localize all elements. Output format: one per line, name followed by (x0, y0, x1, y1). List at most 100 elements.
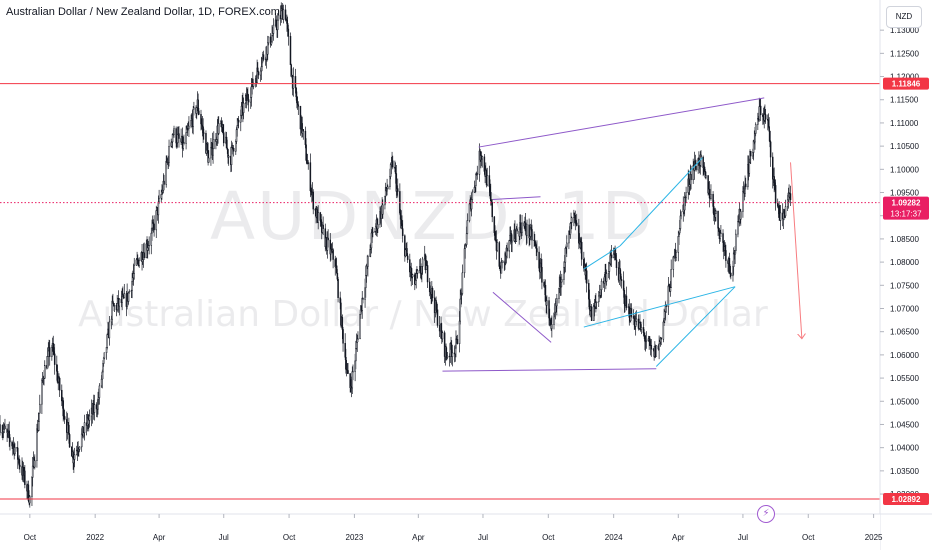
candle-body (95, 404, 98, 410)
drawing-arrow[interactable] (790, 162, 802, 338)
candle-body (610, 254, 613, 259)
candle-body (669, 287, 672, 292)
time-tick-label: 2023 (346, 533, 364, 542)
candle-body (200, 114, 202, 125)
candle-body (538, 251, 540, 269)
candle-body (116, 303, 118, 311)
candle-body (344, 343, 346, 358)
candle-body (294, 76, 297, 89)
candle-body (280, 10, 283, 20)
candle-body (475, 174, 477, 187)
candle-body (112, 300, 114, 304)
candle-body (609, 255, 611, 265)
candle-body (355, 342, 358, 349)
candle-body (535, 245, 537, 249)
candle-body (644, 335, 646, 342)
candle-body (464, 245, 466, 250)
drawings[interactable] (442, 97, 802, 372)
drawing-trendline[interactable] (478, 97, 765, 148)
candle-body (401, 228, 404, 236)
price-axis[interactable]: 1.13000 1.12500 1.12000 1.11500 1.11000 1.105… (879, 0, 932, 550)
candle-body (271, 33, 274, 36)
candle-body (708, 188, 711, 199)
candle-body (170, 142, 172, 147)
candle-body (459, 298, 461, 322)
price-tick-label: 1.04500 (890, 420, 919, 429)
candle-body (384, 195, 386, 206)
drawing-trendline[interactable] (619, 157, 703, 247)
time-tick-label: Apr (672, 533, 685, 542)
lightning-icon[interactable]: ⚡ (757, 505, 775, 523)
currency-button[interactable]: NZD (886, 6, 922, 28)
drawing-trendline[interactable] (583, 286, 736, 328)
candle-body (271, 34, 273, 43)
price-tick-label: 1.06000 (890, 351, 919, 360)
candle-body (110, 318, 113, 323)
candle-body (307, 162, 309, 164)
candle-body (672, 256, 675, 270)
candle-body (367, 256, 369, 267)
candle-body (710, 194, 712, 200)
candle-body (188, 125, 190, 129)
candle-body (623, 290, 626, 304)
candle-body (643, 332, 645, 336)
candle-body (670, 269, 672, 288)
candle-body (767, 120, 770, 127)
candle-body (73, 454, 76, 460)
candle-body (399, 212, 402, 220)
candle-body (625, 295, 628, 308)
candle-body (98, 385, 101, 398)
candle-body (250, 86, 253, 98)
drawing-trendline[interactable] (655, 286, 736, 367)
candle-body (560, 281, 562, 288)
candle-body (312, 191, 314, 210)
candle-body (361, 297, 363, 311)
candle-body (416, 270, 419, 274)
candle-body (619, 268, 621, 275)
current-price-label-bg (883, 196, 929, 220)
candle-body (649, 340, 651, 346)
candle-body (585, 270, 588, 284)
candle-body (734, 250, 736, 255)
candle-body (608, 263, 611, 272)
candle-body (514, 229, 516, 240)
candle-body (158, 197, 160, 203)
drawing-trendline[interactable] (442, 368, 657, 372)
candle-body (769, 130, 771, 143)
candle-body (63, 416, 66, 420)
candle-body (372, 231, 374, 233)
time-axis[interactable]: Oct 2022 Apr Jul Oct 2023 Apr Jul Oct 2024 Apr Jul O… (0, 513, 932, 550)
candle-body (421, 258, 424, 267)
candle-body (18, 458, 20, 466)
candle-body (540, 262, 542, 268)
candle-body (496, 242, 498, 251)
candle-body (473, 187, 476, 193)
candle-body (335, 265, 338, 274)
candle-body (526, 224, 528, 236)
candle-body (232, 147, 235, 152)
candle-body (287, 28, 290, 37)
candle-body (521, 222, 523, 233)
candle-body (193, 107, 195, 110)
candle-body (37, 421, 40, 431)
candle-body (342, 329, 344, 344)
candle-body (603, 276, 606, 284)
candle-body (440, 323, 442, 331)
candle-body (93, 404, 96, 413)
candle-body (387, 186, 389, 190)
candle-body (645, 340, 648, 342)
candle-body (658, 343, 660, 350)
candle-body (185, 132, 187, 144)
candle-body (531, 229, 533, 241)
horizontal-lines[interactable] (0, 83, 880, 500)
drawing-trendline[interactable] (492, 196, 541, 200)
candle-body (103, 352, 106, 359)
candle-body (759, 105, 762, 116)
candle-body (516, 228, 518, 232)
drawing-trendline[interactable] (583, 245, 621, 270)
price-tick-label: 1.06500 (890, 328, 919, 337)
candle-body (336, 272, 339, 280)
drawing-trendline[interactable] (492, 291, 552, 343)
